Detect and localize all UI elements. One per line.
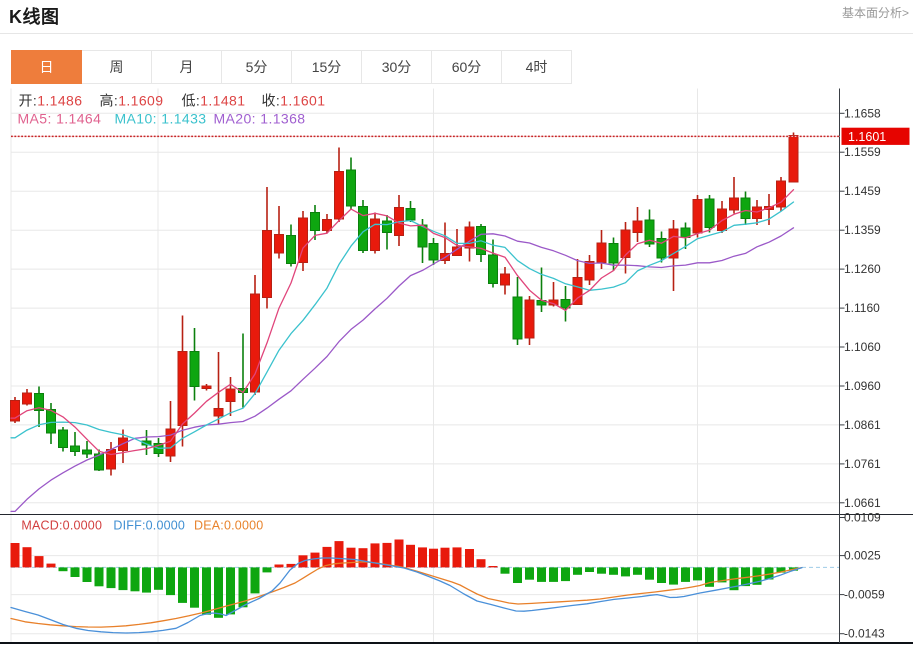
svg-text:MACD:0.0000: MACD:0.0000 [21, 519, 102, 533]
svg-text:DIFF:0.0000: DIFF:0.0000 [113, 519, 185, 533]
svg-text:DEA:0.0000: DEA:0.0000 [194, 519, 263, 533]
svg-text:开:1.1486: 开:1.1486 [19, 93, 83, 109]
svg-text:MA10: 1.1433: MA10: 1.1433 [115, 111, 207, 127]
svg-text:1.0661: 1.0661 [844, 496, 881, 510]
svg-text:1.0761: 1.0761 [844, 457, 881, 471]
svg-text:1.0861: 1.0861 [844, 418, 881, 432]
svg-text:MA5: 1.1464: MA5: 1.1464 [18, 111, 102, 127]
svg-text:收:1.1601: 收:1.1601 [262, 93, 326, 109]
svg-text:低:1.1481: 低:1.1481 [182, 93, 246, 109]
svg-text:0.0109: 0.0109 [844, 511, 881, 525]
svg-text:1.1260: 1.1260 [844, 262, 881, 276]
svg-text:0.0025: 0.0025 [844, 549, 881, 563]
svg-text:-0.0059: -0.0059 [844, 588, 885, 602]
svg-text:高:1.1609: 高:1.1609 [100, 93, 164, 109]
svg-text:1.1559: 1.1559 [844, 145, 881, 159]
svg-text:1.1459: 1.1459 [844, 184, 881, 198]
svg-text:1.0960: 1.0960 [844, 379, 881, 393]
svg-text:MA20: 1.1368: MA20: 1.1368 [214, 111, 306, 127]
svg-text:1.1060: 1.1060 [844, 340, 881, 354]
svg-text:1.1359: 1.1359 [844, 223, 881, 237]
svg-text:1.1601: 1.1601 [848, 130, 886, 144]
svg-text:-0.0143: -0.0143 [844, 627, 885, 641]
svg-text:1.1658: 1.1658 [844, 106, 881, 120]
svg-text:1.1160: 1.1160 [844, 301, 880, 315]
